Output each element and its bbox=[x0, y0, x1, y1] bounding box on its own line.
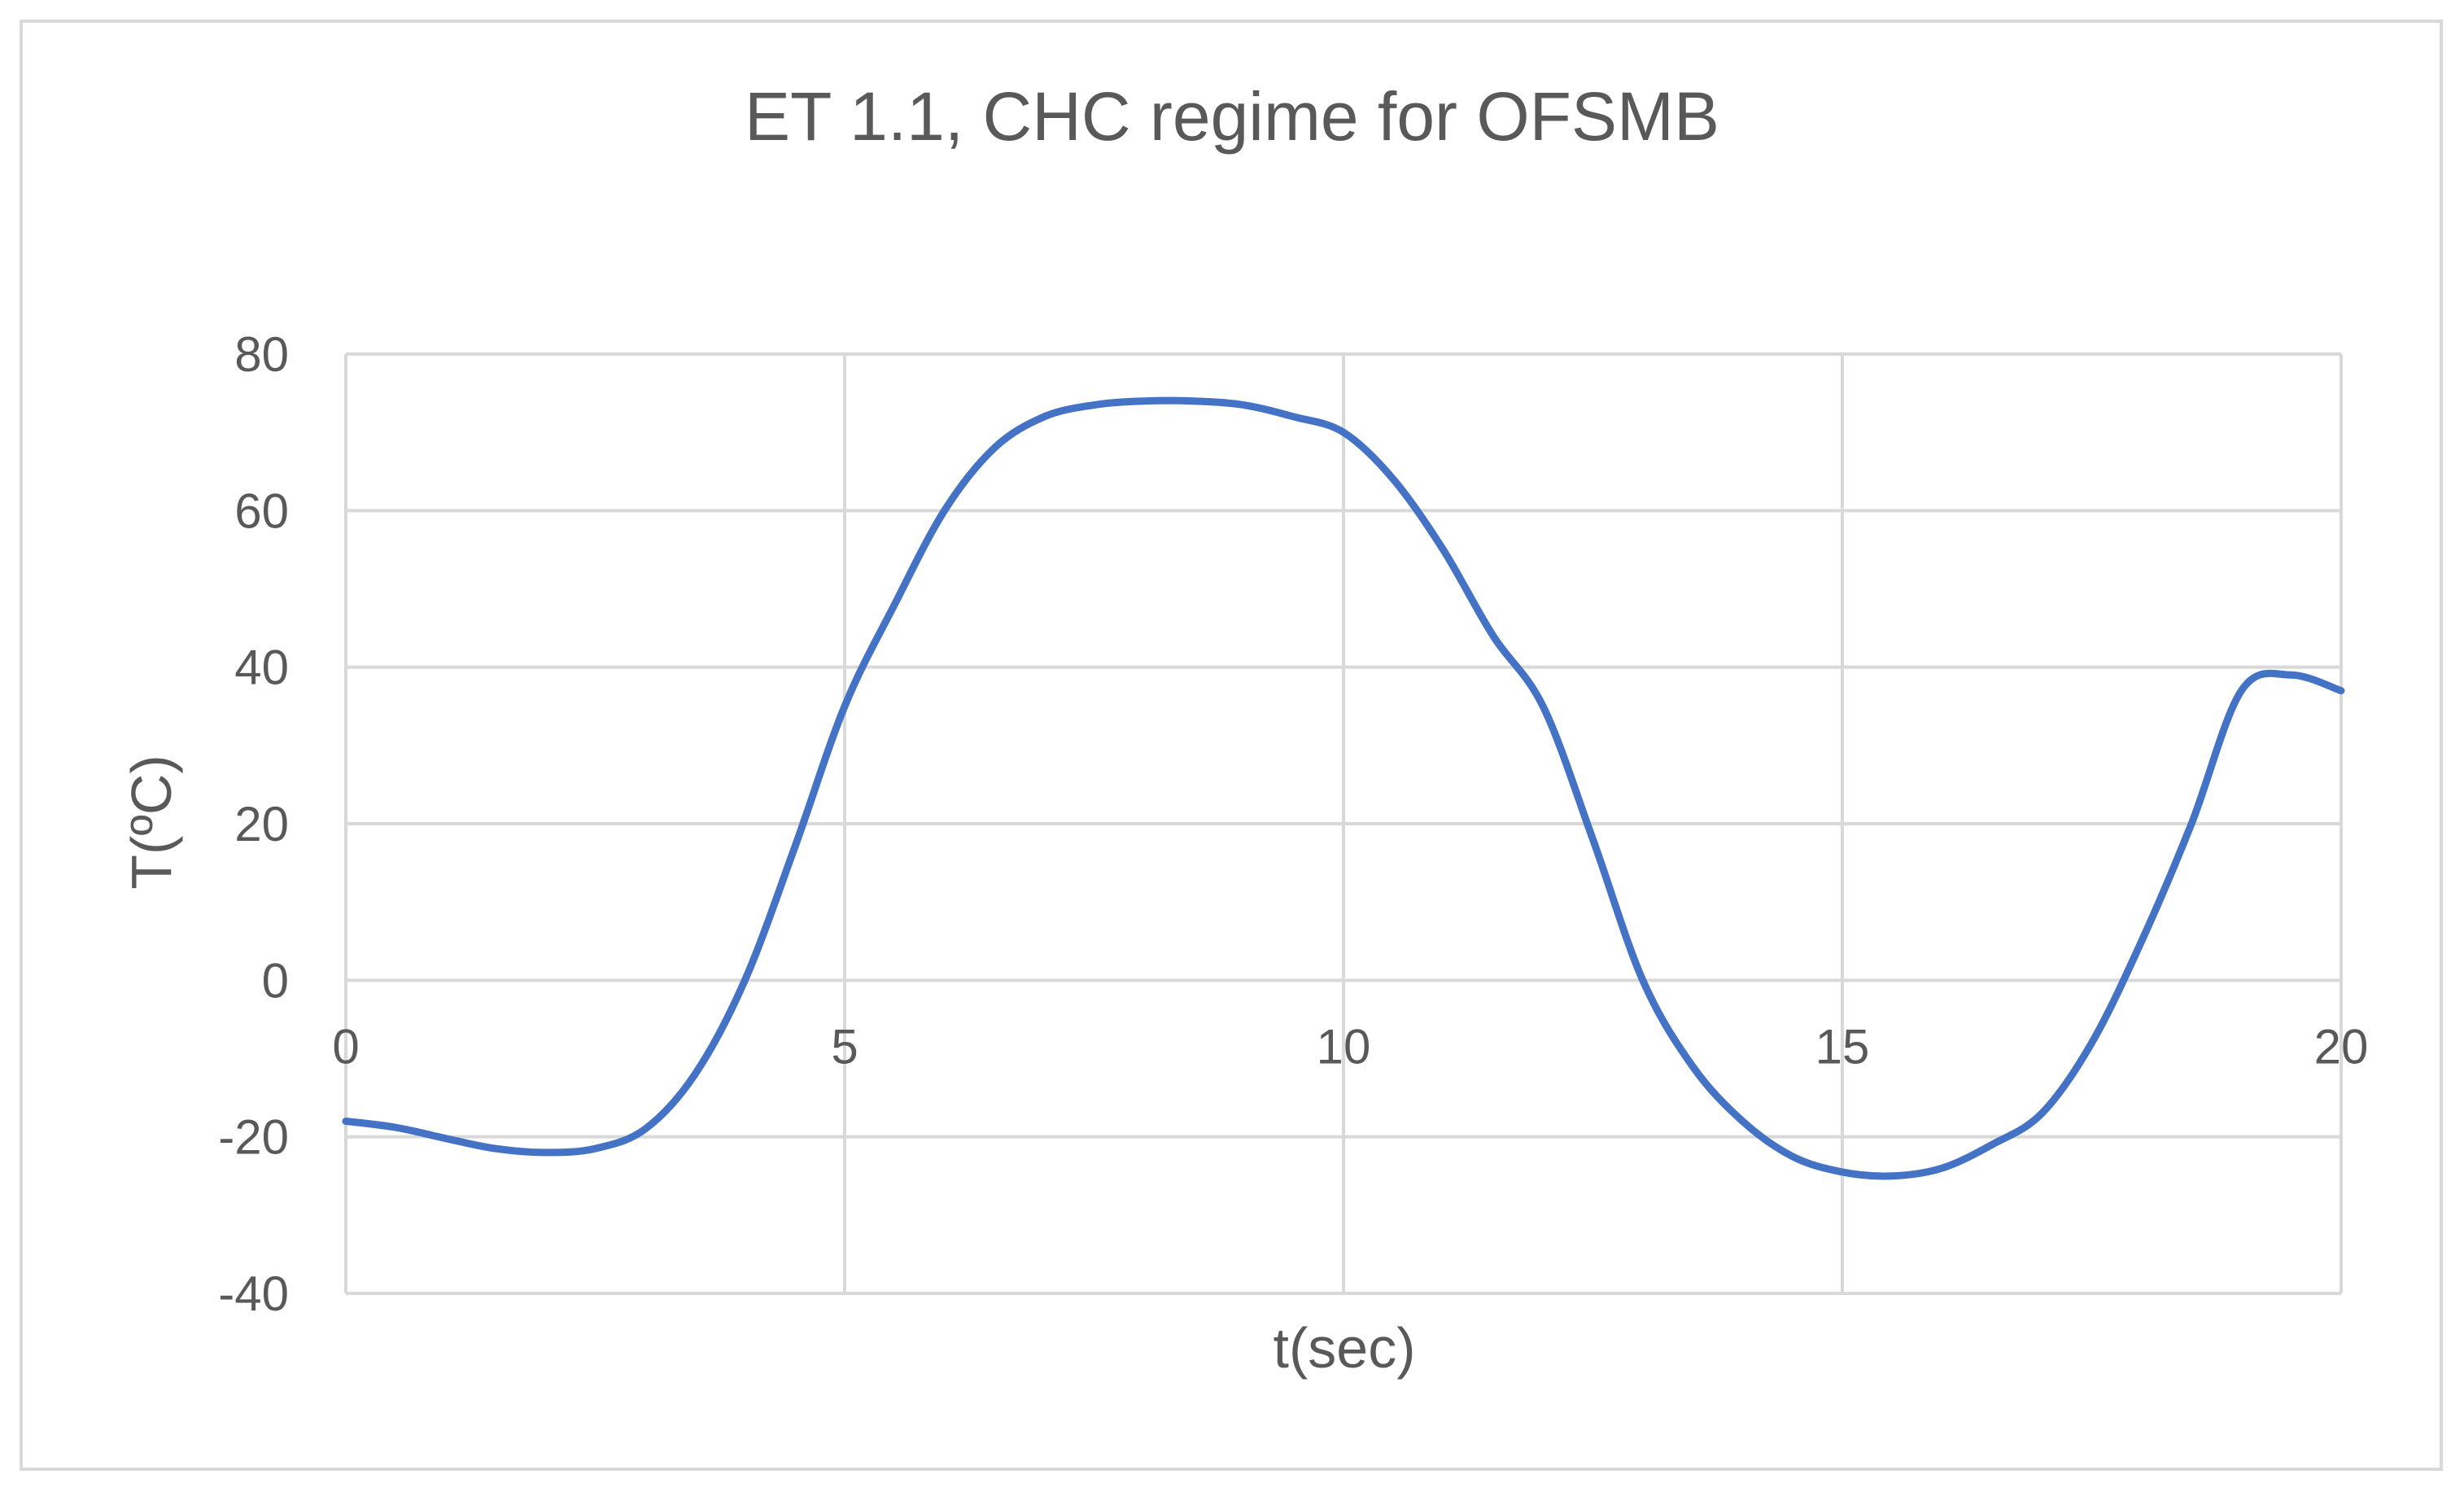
y-tick-label: 40 bbox=[234, 641, 289, 695]
series-layer bbox=[342, 396, 2345, 1180]
x-tick-label: 15 bbox=[1815, 1019, 1870, 1074]
y-tick-label: -20 bbox=[218, 1110, 289, 1165]
y-axis-title: T(ºC) bbox=[120, 755, 183, 890]
y-tick-label: 0 bbox=[262, 953, 289, 1008]
series-line bbox=[342, 396, 2345, 1180]
grid bbox=[344, 352, 2343, 1295]
y-tick-label: 80 bbox=[234, 327, 289, 382]
tick-labels: 0 5 10 15 20 80 60 40 20 0 -20 -40 bbox=[218, 327, 2368, 1321]
y-tick-label: -40 bbox=[218, 1267, 289, 1321]
x-tick-label: 0 bbox=[332, 1019, 359, 1074]
y-tick-label: 60 bbox=[234, 483, 289, 538]
x-axis-title: t(sec) bbox=[1274, 1316, 1416, 1380]
x-tick-label: 10 bbox=[1317, 1019, 1371, 1074]
x-tick-label: 5 bbox=[831, 1019, 858, 1074]
chart-frame bbox=[20, 20, 2443, 1471]
x-tick-label: 20 bbox=[2314, 1019, 2369, 1074]
chart-title: ET 1.1, CHC regime for OFSMB bbox=[745, 78, 1719, 155]
y-tick-label: 20 bbox=[234, 797, 289, 851]
